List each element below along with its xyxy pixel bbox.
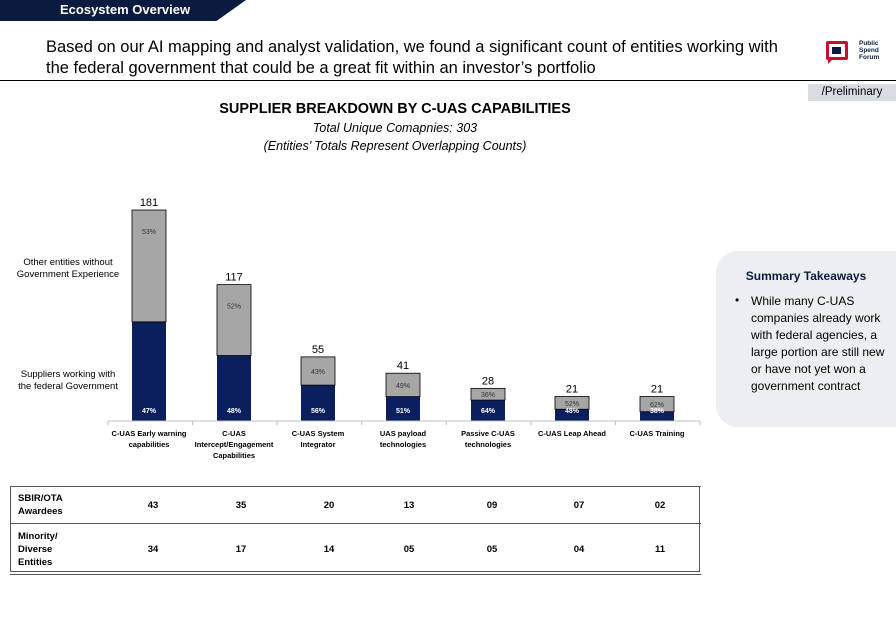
logo-tail-icon [828,58,834,64]
x-tick-label: Passive C-UAS [461,429,515,438]
bar-total-label: 55 [312,344,324,356]
headline: Based on our AI mapping and analyst vali… [46,38,778,77]
table-row: SBIR/OTA Awardees 43 35 20 13 09 07 02 [10,486,701,524]
logo-word: Spend [859,47,879,54]
table-cell: 02 [619,486,701,524]
status-tag: /Preliminary [808,84,896,101]
row-label: Minority/Diverse Entities [10,523,109,575]
bar-other [385,372,421,398]
x-tick-label: technologies [465,440,511,449]
pct-label-federal: 56% [311,408,326,415]
x-tick-label: Integrator [300,440,335,449]
pct-label-federal: 48% [565,408,580,415]
logo-word: Public [859,40,879,47]
table-cell: 35 [197,486,285,524]
x-tick-label: C-UAS Leap Ahead [538,429,606,438]
x-tick-label: capabilities [129,440,170,449]
table-cell: 43 [109,486,197,524]
table-cell: 20 [285,486,373,524]
bar-federal [555,409,589,421]
bar-total-label: 181 [140,197,158,209]
bar-federal [471,400,505,421]
pct-label-federal: 64% [481,408,496,415]
side-label-other: Other entities without Government Experi… [0,257,136,281]
row-label-line: Diverse [18,543,53,555]
pct-label-other: 49% [396,383,410,390]
x-tick-label: UAS payload [380,429,427,438]
pct-label-other: 52% [565,401,579,408]
table-cell: 17 [197,523,285,575]
pct-label-other: 52% [227,304,241,311]
table-cell: 05 [445,523,539,575]
bar-federal [217,355,251,421]
chart-subtitle-note: (Entities’ Totals Represent Overlapping … [263,139,527,153]
x-tick-label: Intercept/Engagement [195,440,274,449]
table-cell: 04 [539,523,619,575]
x-tick-label: technologies [380,440,426,449]
header-divider [0,80,896,81]
stacked-bar-chart: 181 47% 53% C-UAS Early warning capabilities… [107,197,701,460]
section-tag: Ecosystem Overview [0,0,246,21]
summary-panel: Summary Takeaways • While many C-UAS com… [716,251,896,427]
row-label: SBIR/OTA Awardees [10,486,109,524]
logo-text: Public Spend Forum [859,40,879,61]
row-label-line: Awardees [18,506,63,517]
chart-subtitle: Total Unique Comapnies: 303 [312,121,478,135]
pct-label-other: 62% [650,402,664,409]
table-cell: 14 [285,523,373,575]
x-tick-label: C-UAS Early warning [111,429,186,438]
section-tag-label: Ecosystem Overview [60,2,191,17]
table-cell: 34 [109,523,197,575]
row-label-line: Minority/ [18,530,58,542]
pct-label-federal: 47% [142,408,157,415]
bar-federal [640,411,674,421]
pct-label-other: 43% [311,369,325,376]
summary-title: Summary Takeaways [745,269,867,283]
chart-title: SUPPLIER BREAKDOWN BY C-UAS CAPABILITIES [219,101,571,117]
brand-logo: Public Spend Forum [826,39,886,67]
side-label-line: Government Experience [16,269,120,280]
bar-total-label: 117 [225,272,243,284]
summary-text: While many C-UAS companies already work … [751,294,885,393]
x-tick-label: C-UAS System [292,429,345,438]
bar-federal [386,396,420,421]
pct-label-federal: 48% [227,408,242,415]
pct-label-other: 53% [142,229,156,236]
pct-label-federal: 38% [650,408,665,415]
bar-other [300,356,336,386]
pct-label-other: 36% [481,392,495,399]
table-cell: 13 [373,486,445,524]
bar-total-label: 28 [482,375,494,387]
side-label-suppliers: Suppliers working with the federal Gover… [0,369,136,393]
table-row: Minority/Diverse Entities 34 17 14 05 05 … [10,523,701,575]
logo-word: Forum [859,54,880,61]
bullet-icon: • [735,293,740,307]
row-label-line: Entities [18,556,53,568]
side-label-line: the federal Government [18,381,118,392]
x-tick-label: C-UAS Training [629,429,684,438]
x-tick-label: Capabilities [213,451,255,460]
bar-federal [132,321,166,421]
side-label-line: Suppliers working with [20,369,116,380]
pct-label-federal: 51% [396,408,411,415]
bar-other [131,209,167,323]
bar-federal [301,385,335,421]
bar-other [216,284,252,356]
logo-mark-icon [826,41,848,60]
table-cell: 07 [539,486,619,524]
bar-total-label: 21 [566,384,578,396]
bar-other [554,396,590,410]
stats-table: SBIR/OTA Awardees 43 35 20 13 09 07 02 Mi… [10,486,701,575]
table-cell: 11 [619,523,701,575]
x-tick-label: C-UAS [222,429,246,438]
bar-other [470,387,506,401]
side-label-line: Other entities without [23,257,113,268]
table-cell: 09 [445,486,539,524]
bar-total-label: 21 [651,384,663,396]
bar-total-label: 41 [397,360,409,372]
table-cell: 05 [373,523,445,575]
row-label-line: SBIR/OTA [18,493,63,504]
bar-other [639,396,675,413]
